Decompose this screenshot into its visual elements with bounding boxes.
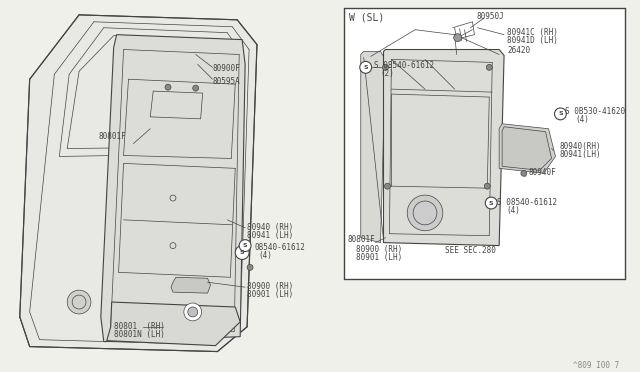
Circle shape (188, 307, 198, 317)
Text: S: S (243, 243, 248, 248)
Text: S 0B530-41620: S 0B530-41620 (565, 107, 625, 116)
Text: 80940 (RH): 80940 (RH) (247, 223, 293, 232)
Text: (4): (4) (506, 206, 520, 215)
Circle shape (383, 64, 388, 70)
Circle shape (247, 264, 253, 270)
Text: 80940(RH): 80940(RH) (559, 142, 601, 151)
Text: 80801F: 80801F (99, 132, 127, 141)
Circle shape (554, 108, 566, 120)
Text: 80901 (LH): 80901 (LH) (247, 290, 293, 299)
Text: S 08540-61612: S 08540-61612 (497, 198, 557, 207)
Circle shape (454, 34, 461, 42)
Text: SEE SEC.280: SEE SEC.280 (445, 246, 495, 254)
Circle shape (27, 205, 102, 280)
Polygon shape (107, 302, 240, 346)
Text: S 08540-61612: S 08540-61612 (374, 61, 434, 70)
Text: 80900 (RH): 80900 (RH) (247, 282, 293, 291)
Circle shape (521, 170, 527, 176)
Circle shape (239, 240, 251, 251)
Text: 08540-61612: 08540-61612 (254, 243, 305, 251)
Text: (4): (4) (575, 115, 589, 124)
Text: 80941(LH): 80941(LH) (559, 150, 601, 158)
Text: 80941C (RH): 80941C (RH) (507, 28, 558, 37)
Text: 80950J: 80950J (476, 12, 504, 21)
Text: 80900 (RH): 80900 (RH) (356, 245, 402, 254)
Circle shape (184, 303, 202, 321)
Circle shape (484, 183, 490, 189)
Text: 80900F: 80900F (212, 64, 240, 73)
Text: 80801F: 80801F (348, 235, 376, 244)
Text: S: S (558, 111, 563, 116)
Polygon shape (171, 277, 211, 293)
Text: W (SL): W (SL) (349, 13, 384, 23)
Bar (344, 8, 625, 279)
Text: S: S (240, 250, 244, 255)
Text: 80595A: 80595A (212, 77, 240, 86)
Circle shape (67, 290, 91, 314)
Text: 80941D (LH): 80941D (LH) (507, 36, 558, 45)
Text: (2): (2) (381, 69, 394, 78)
Polygon shape (101, 35, 245, 341)
Circle shape (165, 84, 171, 90)
Polygon shape (499, 124, 556, 173)
Circle shape (485, 197, 497, 209)
Text: 80801  (RH): 80801 (RH) (114, 322, 164, 331)
Polygon shape (361, 51, 385, 243)
Text: 80801N (LH): 80801N (LH) (114, 330, 164, 339)
Circle shape (385, 183, 390, 189)
Text: (4): (4) (258, 251, 272, 260)
Text: 80940F: 80940F (529, 169, 557, 177)
Circle shape (193, 85, 198, 91)
Circle shape (407, 195, 443, 231)
Text: 80941 (LH): 80941 (LH) (247, 231, 293, 240)
Text: ^809 I00 7: ^809 I00 7 (573, 362, 620, 371)
Circle shape (236, 246, 249, 259)
Text: S: S (489, 201, 493, 205)
Polygon shape (383, 49, 504, 246)
Circle shape (486, 64, 492, 70)
Text: S: S (364, 65, 368, 70)
Polygon shape (502, 127, 552, 170)
Polygon shape (20, 15, 257, 352)
Circle shape (360, 61, 372, 73)
Text: 26420: 26420 (507, 45, 530, 55)
Text: 80901 (LH): 80901 (LH) (356, 253, 402, 262)
